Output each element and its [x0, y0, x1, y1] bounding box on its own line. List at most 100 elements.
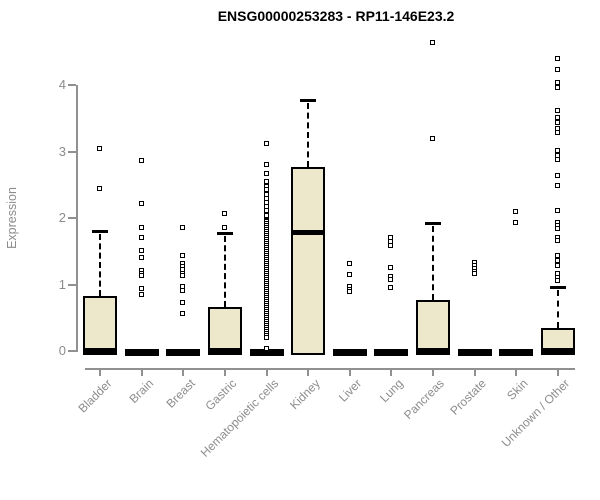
outlier-point-bladder: [97, 186, 102, 192]
y-tick-label: 0: [58, 343, 66, 358]
outlier-point-brain: [138, 273, 144, 279]
x-category-label: Brain: [126, 376, 156, 407]
median-bladder: [83, 347, 117, 353]
x-category-label: Gastric: [202, 376, 240, 414]
y-tick-label: 2: [58, 210, 66, 225]
outlier-point-unknown-other: [555, 277, 561, 283]
outlier-point-unknown-other: [555, 237, 561, 243]
outlier-point-hematopoietic-cells: [263, 170, 269, 176]
x-axis-line: [85, 368, 575, 370]
whisker-cap-gastric: [216, 231, 233, 235]
y-tick-label: 1: [58, 276, 66, 292]
x-category-label: Pancreas: [401, 376, 448, 423]
y-axis-tick: [68, 84, 76, 86]
outlier-point-unknown-other: [555, 152, 561, 158]
x-category-label: Kidney: [286, 376, 323, 413]
median-gastric: [207, 347, 242, 353]
box-pancreas: [416, 299, 451, 355]
whisker-gastric: [223, 235, 226, 308]
y-axis-tick: [68, 150, 76, 153]
outlier-point-hematopoietic-cells: [263, 186, 269, 192]
outlier-point-unknown-other: [555, 84, 561, 90]
y-tick-label: 4: [58, 77, 66, 92]
outlier-point-unknown-other: [555, 108, 561, 114]
x-axis-tick: [557, 368, 560, 376]
flat-box-skin: [499, 349, 534, 356]
whisker-pancreas: [432, 226, 435, 300]
outlier-point-unknown-other: [555, 157, 561, 163]
median-unknown-other: [541, 347, 576, 353]
y-axis-tick: [68, 217, 76, 219]
outlier-point-pancreas: [430, 136, 436, 142]
outlier-point-breast: [180, 273, 186, 279]
x-category-label: Breast: [163, 376, 198, 411]
outlier-point-lung: [388, 285, 394, 291]
outlier-point-liver: [346, 289, 352, 295]
box-bladder: [83, 295, 117, 355]
outlier-point-unknown-other: [555, 262, 561, 268]
flat-box-hematopoietic-cells: [249, 349, 284, 356]
outlier-point-brain: [138, 225, 144, 231]
outlier-point-unknown-other: [555, 120, 561, 126]
outlier-point-breast: [180, 225, 186, 231]
outlier-point-unknown-other: [555, 253, 561, 259]
outlier-point-liver: [346, 261, 352, 267]
outlier-point-hematopoietic-cells: [263, 335, 269, 341]
outlier-point-gastric: [221, 224, 227, 230]
outlier-point-brain: [138, 255, 144, 261]
outlier-point-gastric: [221, 210, 227, 216]
outlier-point-hematopoietic-cells: [263, 178, 269, 184]
x-category-label: Hematopoietic cells: [197, 376, 281, 460]
outlier-point-brain: [138, 158, 144, 164]
outlier-point-unknown-other: [555, 114, 561, 120]
x-category-label: Prostate: [447, 376, 489, 418]
outlier-point-unknown-other: [555, 172, 561, 178]
whisker-cap-bladder: [92, 230, 108, 234]
x-axis-tick: [473, 368, 476, 376]
x-axis-tick: [307, 368, 310, 376]
y-axis-tick: [68, 350, 76, 352]
outlier-point-unknown-other: [555, 208, 561, 214]
x-axis-tick: [265, 368, 268, 376]
outlier-point-lung: [388, 276, 394, 282]
outlier-point-unknown-other: [555, 257, 561, 263]
outlier-point-unknown-other: [555, 79, 561, 85]
outlier-point-unknown-other: [555, 67, 561, 73]
y-axis-tick: [68, 283, 76, 286]
outlier-point-liver: [346, 271, 352, 277]
outlier-point-prostate: [471, 271, 477, 277]
outlier-point-skin: [513, 219, 519, 225]
whisker-cap-pancreas: [425, 222, 442, 226]
outlier-point-unknown-other: [555, 182, 561, 188]
flat-box-prostate: [457, 349, 492, 356]
outlier-point-hematopoietic-cells: [263, 345, 269, 351]
outlier-point-bladder: [97, 146, 102, 152]
x-category-label: Bladder: [75, 376, 115, 416]
outlier-point-hematopoietic-cells: [263, 140, 269, 146]
outlier-point-brain: [138, 285, 144, 291]
outlier-point-unknown-other: [555, 56, 561, 62]
whisker-cap-unknown-other: [550, 286, 567, 290]
outlier-point-breast: [180, 252, 186, 258]
flat-box-brain: [124, 349, 159, 356]
whisker-unknown-other: [557, 290, 560, 328]
flat-box-lung: [374, 349, 409, 356]
outlier-point-hematopoietic-cells: [263, 212, 269, 218]
outlier-point-unknown-other: [555, 148, 561, 154]
whisker-cap-kidney: [300, 98, 317, 102]
x-axis-tick: [515, 368, 518, 376]
box-gastric: [207, 307, 242, 355]
x-category-label: Skin: [504, 376, 531, 403]
median-pancreas: [416, 347, 451, 353]
outlier-point-lung: [388, 265, 394, 271]
median-kidney: [291, 229, 326, 235]
y-axis-label: Expression: [5, 187, 19, 249]
outlier-point-breast: [180, 311, 186, 317]
x-axis-tick: [99, 368, 101, 376]
whisker-kidney: [307, 102, 310, 167]
outlier-point-unknown-other: [555, 225, 561, 231]
outlier-point-skin: [513, 208, 519, 214]
flat-box-breast: [166, 349, 201, 356]
outlier-point-hematopoietic-cells: [263, 162, 269, 168]
